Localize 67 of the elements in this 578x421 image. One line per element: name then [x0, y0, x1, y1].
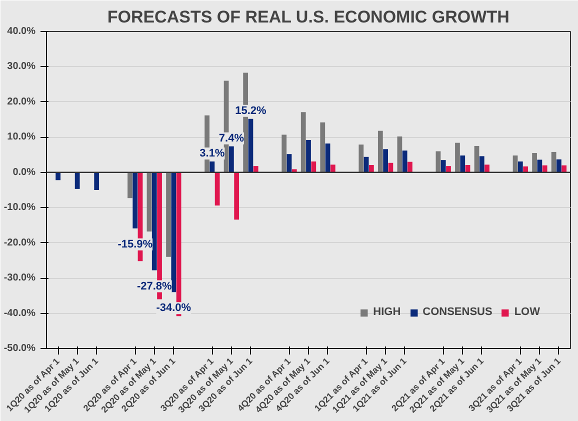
- bar: [562, 165, 567, 172]
- data-label: -15.9%: [118, 238, 153, 250]
- bar: [537, 160, 542, 172]
- bar: [306, 140, 311, 172]
- bar: [358, 144, 364, 172]
- bar: [484, 164, 490, 172]
- bar: [397, 136, 402, 172]
- bar: [214, 172, 220, 206]
- bar: [512, 155, 518, 172]
- legend-label: CONSENSUS: [422, 306, 492, 318]
- bar: [166, 172, 171, 257]
- bar: [446, 166, 451, 172]
- bar: [330, 164, 336, 172]
- bar: [152, 172, 157, 270]
- bar: [440, 160, 446, 172]
- bar: [292, 169, 297, 172]
- y-tick-label: -40.0%: [4, 308, 36, 319]
- bar: [479, 156, 484, 172]
- data-label: -27.8%: [136, 280, 172, 292]
- bar: [74, 172, 80, 189]
- bar: [474, 146, 480, 172]
- legend-label: LOW: [514, 306, 540, 318]
- bar: [311, 161, 316, 172]
- bar: [556, 159, 562, 172]
- bar: [408, 162, 412, 172]
- bar: [532, 153, 537, 172]
- bar: [171, 172, 176, 292]
- bar: [523, 166, 528, 172]
- bar: [518, 161, 523, 172]
- bar: [229, 146, 234, 172]
- y-tick-label: 20.0%: [7, 96, 36, 108]
- y-tick-label: 30.0%: [7, 61, 36, 72]
- bar: [146, 172, 152, 232]
- bar: [460, 155, 466, 172]
- data-label: 3.1%: [200, 147, 225, 160]
- y-tick-label: -30.0%: [4, 272, 36, 284]
- bar: [368, 164, 374, 172]
- bar: [56, 172, 60, 180]
- bar: [132, 172, 138, 228]
- bar: [286, 154, 292, 172]
- bar: [378, 130, 383, 172]
- y-tick-label: 40.0%: [7, 26, 36, 37]
- bar: [325, 144, 330, 172]
- y-tick-label: -50.0%: [4, 343, 36, 354]
- legend-label: HIGH: [373, 306, 401, 318]
- bar: [383, 149, 388, 172]
- bar: [551, 152, 556, 172]
- data-label: -34.0%: [156, 302, 192, 314]
- bar: [282, 134, 287, 172]
- bar: [402, 150, 408, 172]
- y-tick-label: -10.0%: [4, 202, 36, 214]
- y-tick-label: 0.0%: [12, 166, 36, 178]
- chart-title: FORECASTS OF REAL U.S. ECONOMIC GROWTH: [107, 8, 510, 26]
- bar: [253, 166, 258, 172]
- y-tick-label: 10.0%: [7, 132, 36, 143]
- data-label: 15.2%: [235, 104, 267, 117]
- bar: [542, 165, 548, 172]
- bar: [128, 172, 132, 198]
- bar: [455, 142, 460, 172]
- data-label: 7.4%: [218, 132, 244, 144]
- bar: [248, 118, 254, 172]
- bar: [210, 161, 215, 172]
- bar: [300, 112, 306, 172]
- bar: [94, 172, 100, 190]
- bar: [320, 122, 326, 172]
- bar: [234, 172, 240, 220]
- y-tick-label: -20.0%: [4, 237, 36, 248]
